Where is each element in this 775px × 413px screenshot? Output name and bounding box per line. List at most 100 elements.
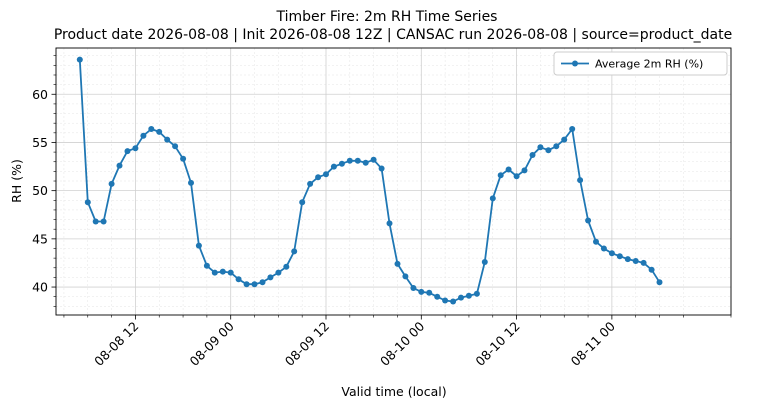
data-point: [616, 253, 623, 260]
data-point: [124, 148, 131, 155]
data-point: [116, 162, 123, 169]
data-point: [219, 268, 226, 275]
data-point: [330, 163, 337, 170]
data-point: [100, 218, 107, 225]
data-point: [513, 173, 520, 180]
data-point: [458, 294, 464, 301]
data-point: [632, 258, 639, 264]
legend-marker: [572, 60, 578, 67]
data-point: [600, 245, 607, 252]
data-point: [203, 262, 210, 269]
data-point: [410, 285, 417, 291]
data-point: [132, 145, 139, 152]
data-point: [275, 269, 282, 276]
data-point: [545, 147, 552, 154]
data-point: [593, 238, 599, 245]
data-point: [529, 152, 536, 158]
y-axis-label: RH (%): [9, 159, 24, 203]
data-point: [497, 172, 504, 179]
data-point: [648, 266, 655, 273]
data-point: [315, 174, 322, 181]
data-point: [394, 260, 401, 267]
data-point: [180, 155, 187, 162]
data-point: [569, 126, 576, 132]
data-point: [489, 195, 496, 202]
data-point: [291, 248, 298, 255]
x-tick-label: 08-09 00: [186, 318, 236, 368]
x-tick-label: 08-10 00: [377, 318, 427, 368]
data-point: [561, 136, 568, 143]
data-point: [370, 156, 377, 163]
data-point: [195, 242, 202, 249]
data-point: [378, 165, 385, 172]
data-point: [362, 159, 369, 166]
data-point: [473, 290, 480, 297]
data-point: [92, 218, 99, 225]
data-point: [108, 180, 115, 187]
y-tick-label: 50: [32, 183, 48, 198]
data-point: [283, 263, 290, 270]
plot-area-frame: [55, 47, 732, 316]
data-point: [481, 259, 488, 265]
x-tick-label: 08-11 00: [568, 318, 618, 368]
x-axis-ticks: 08-08 12 08-09 00 08-09 12 08-10 00 08-10 12…: [63, 315, 732, 369]
data-point: [442, 297, 449, 304]
data-point: [553, 143, 560, 150]
data-point: [608, 250, 615, 257]
data-point: [172, 143, 179, 150]
data-point: [84, 199, 91, 206]
data-point: [386, 220, 393, 227]
data-point: [585, 217, 592, 224]
y-tick-label: 60: [32, 87, 48, 102]
data-point: [148, 126, 155, 132]
data-point: [354, 157, 361, 164]
data-point: [299, 199, 306, 206]
legend-box: [553, 51, 728, 76]
data-point: [624, 256, 631, 263]
data-point: [227, 269, 234, 276]
major-grid: [56, 48, 731, 315]
data-point: [450, 298, 457, 305]
data-point: [156, 128, 163, 135]
data-point: [211, 269, 218, 276]
minor-grid: [56, 48, 732, 315]
legend: Average 2m RH (%): [553, 51, 728, 76]
data-point: [418, 288, 425, 295]
data-point: [426, 289, 433, 296]
data-point: [505, 166, 512, 173]
data-point: [640, 259, 647, 266]
data-point: [188, 179, 194, 186]
data-point: [465, 292, 472, 299]
data-point: [251, 281, 258, 288]
data-point: [267, 274, 274, 281]
data-point: [307, 180, 314, 187]
data-point: [521, 167, 528, 174]
data-point: [656, 279, 663, 286]
y-axis-ticks: 40 45 50 55 60: [32, 55, 56, 307]
x-axis-label: Valid time (local): [341, 384, 446, 399]
x-tick-label: 08-08 12: [91, 319, 141, 369]
data-point: [140, 132, 147, 139]
data-point: [164, 136, 171, 143]
series-layer: [76, 56, 663, 305]
x-tick-label: 08-10 12: [472, 319, 522, 369]
data-point: [577, 177, 584, 184]
data-point: [259, 279, 266, 286]
y-tick-label: 55: [32, 135, 48, 150]
data-point: [402, 273, 409, 280]
series-line: [78, 59, 661, 303]
y-tick-label: 40: [32, 280, 48, 295]
y-tick-label: 45: [32, 231, 48, 246]
data-point: [235, 276, 242, 283]
data-point: [346, 157, 353, 164]
data-point: [243, 281, 250, 288]
data-point: [76, 56, 83, 63]
data-point: [434, 293, 441, 300]
legend-label: Average 2m RH (%): [595, 58, 703, 71]
data-point: [323, 171, 329, 178]
chart-title: Timber Fire: 2m RH Time Series: [276, 9, 498, 25]
data-point: [537, 144, 544, 151]
x-tick-label: 08-09 12: [282, 319, 332, 369]
